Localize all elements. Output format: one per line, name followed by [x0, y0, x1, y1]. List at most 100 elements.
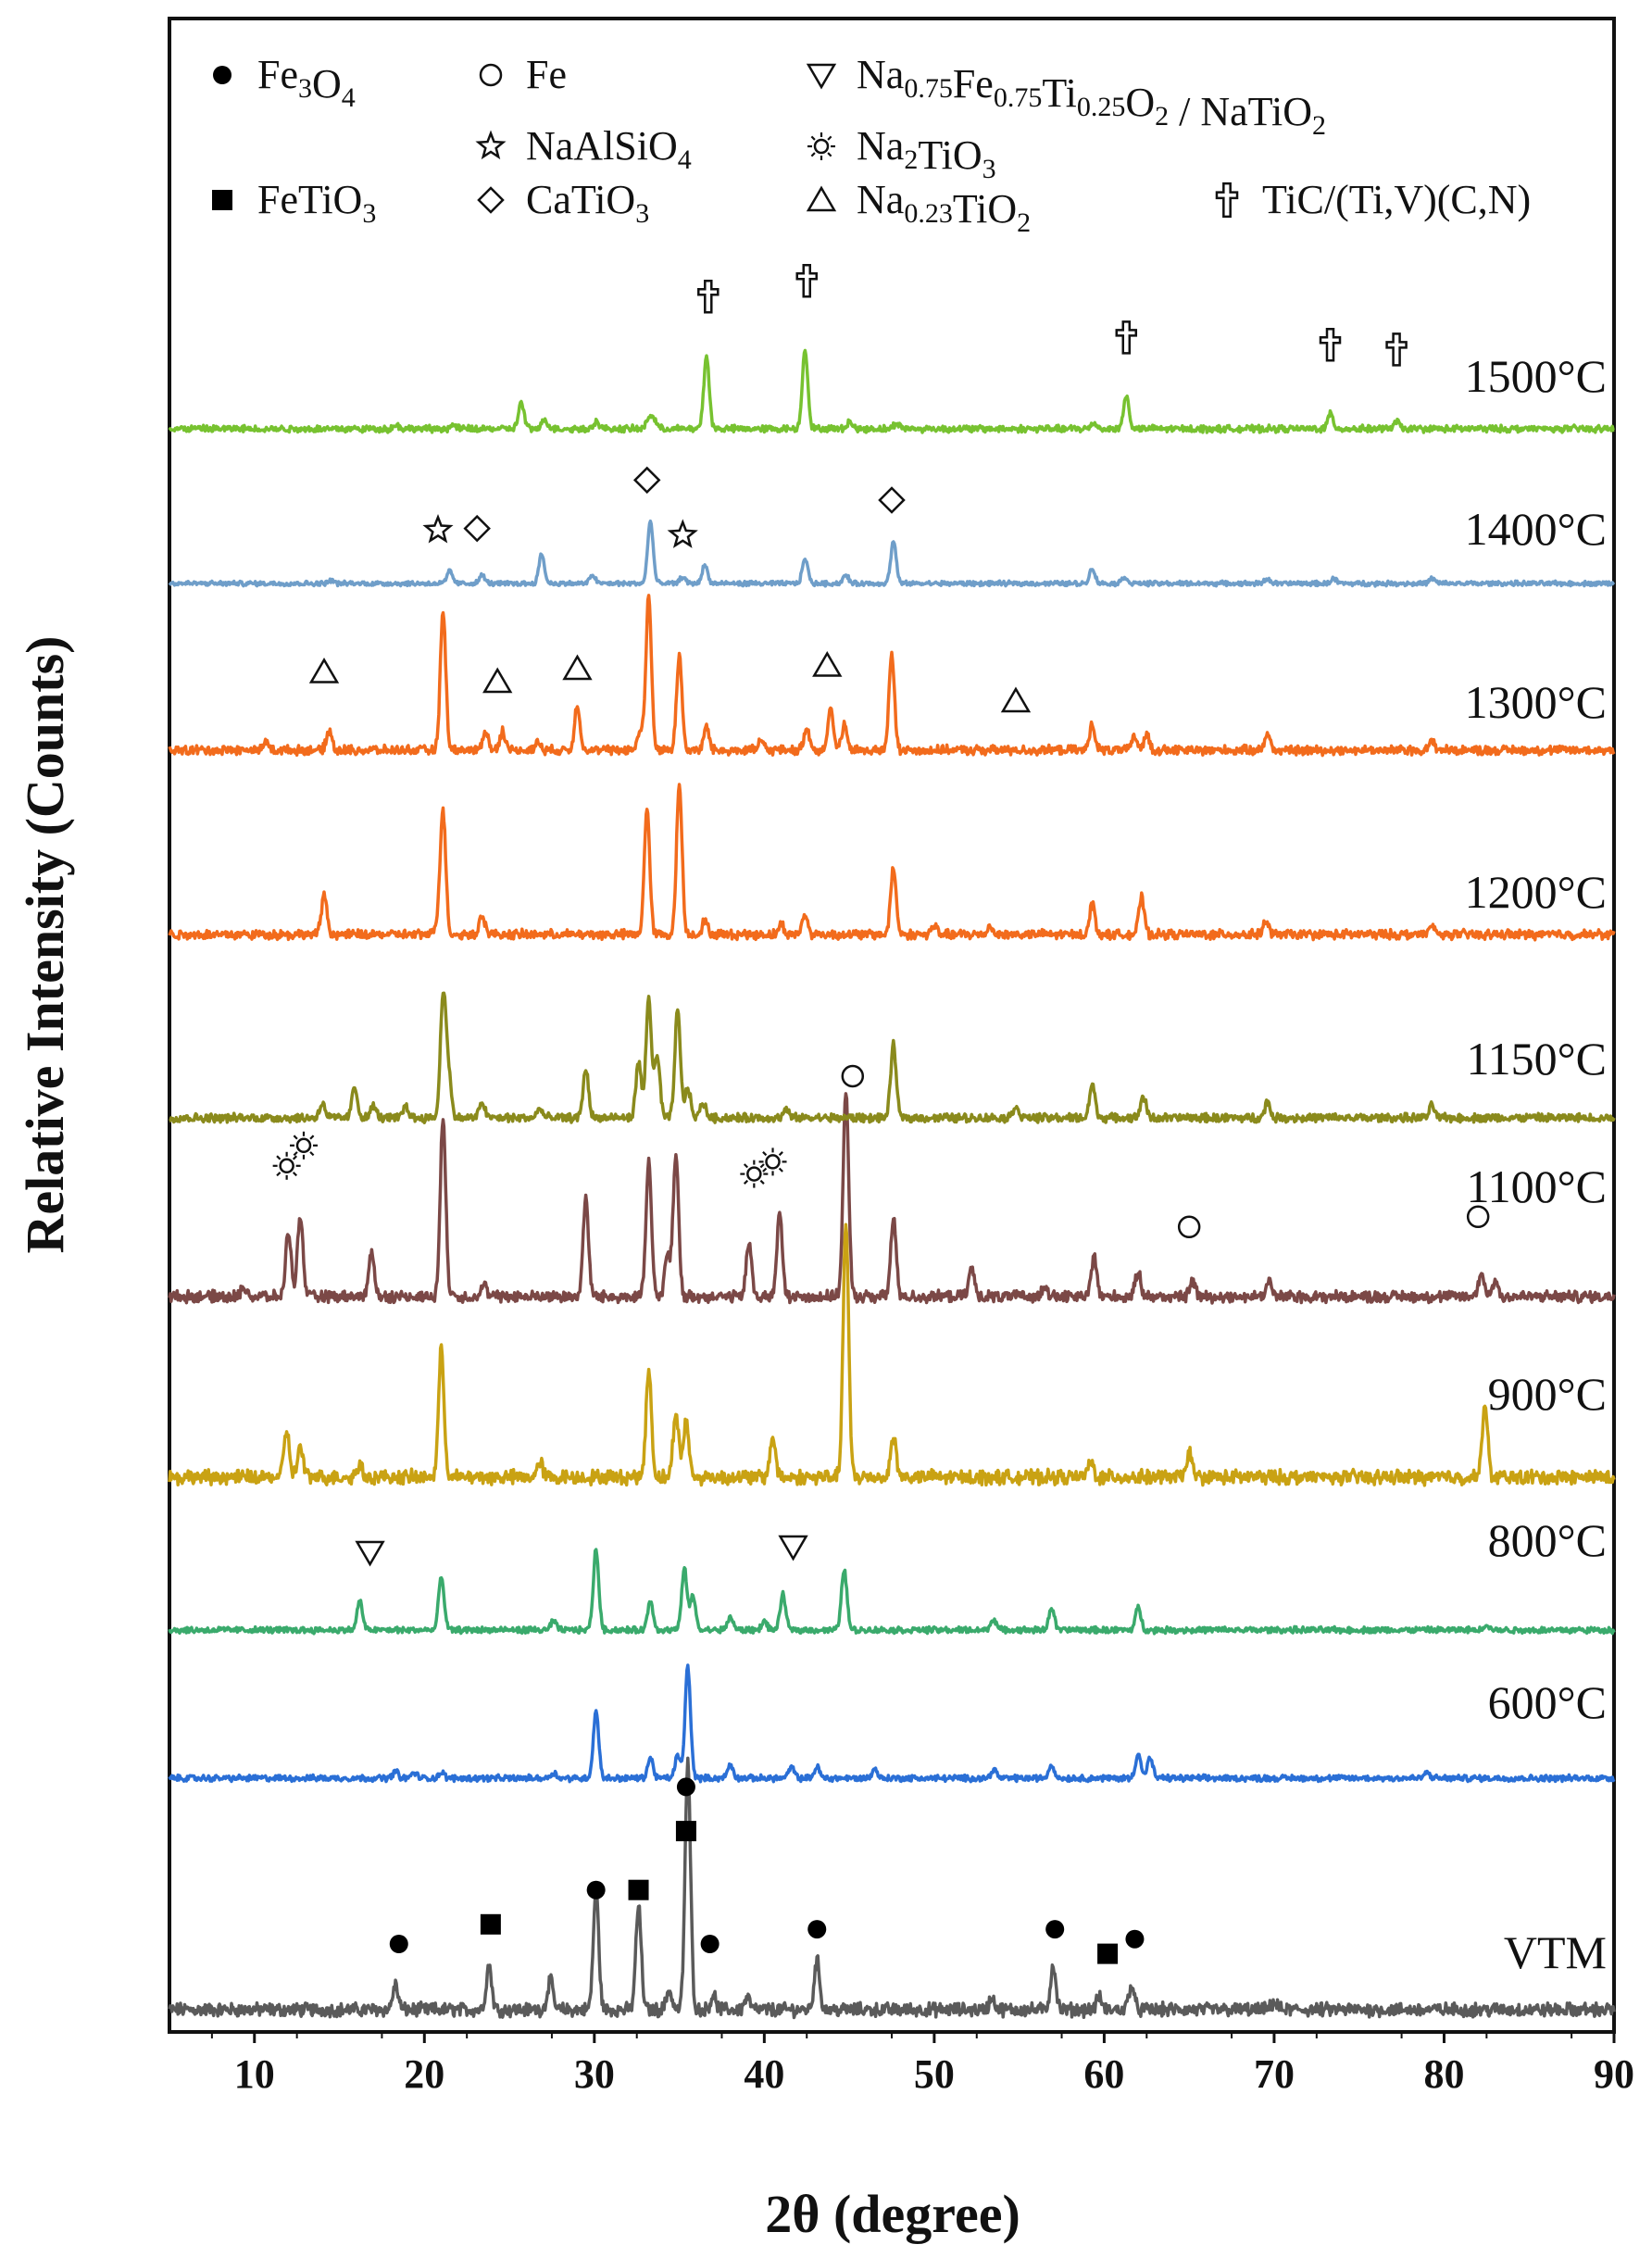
- legend-item: TiC/(Ti,V)(C,N): [1215, 177, 1531, 222]
- x-tick-label: 60: [1083, 2051, 1124, 2097]
- x-tick-label: 50: [914, 2051, 955, 2097]
- nafetio2-marker: [778, 1535, 808, 1561]
- x-tick-label: 10: [234, 2051, 275, 2097]
- series-line: [168, 1756, 1616, 2020]
- series-line: [168, 1548, 1616, 1636]
- fe3o4-marker: [213, 66, 232, 84]
- fetio3-marker: [675, 1821, 696, 1842]
- plot-frame: [168, 17, 1616, 2034]
- fe-marker: [479, 63, 503, 87]
- legend-label: Na0.23TiO2: [857, 177, 1031, 238]
- series-line: [168, 594, 1616, 758]
- catio3-marker: [632, 466, 661, 495]
- series-line: [168, 1663, 1616, 1784]
- na023tio2-marker: [1000, 686, 1032, 713]
- x-tick-label: 20: [404, 2051, 444, 2097]
- series-1150: 1150°C: [169, 991, 1616, 1124]
- series-label: 1500°C: [1465, 350, 1607, 402]
- naalsio4-marker: [667, 519, 698, 548]
- fe-marker: [1466, 1205, 1490, 1229]
- catio3-marker: [477, 186, 505, 214]
- series-1100: 1100°C: [168, 1064, 1616, 1305]
- series-VTM: VTM: [168, 1756, 1616, 2020]
- fe3o4-marker: [1045, 1920, 1065, 1939]
- series-1200: 1200°C: [168, 783, 1616, 942]
- catio3-marker: [878, 486, 906, 514]
- tic-marker: [1319, 327, 1342, 362]
- legend-label: Na2TiO3: [857, 123, 996, 184]
- x-tick-label: 30: [574, 2051, 615, 2097]
- legend-item: FeTiO3: [212, 177, 376, 229]
- series-1400: 1400°C: [168, 466, 1616, 588]
- fe3o4-marker: [586, 1880, 606, 1900]
- na023tio2-marker: [562, 654, 593, 681]
- legend-label: FeTiO3: [257, 177, 376, 229]
- y-axis-title: Relative Intensity (Counts): [15, 636, 75, 1254]
- series-900: 900°C: [168, 1223, 1616, 1487]
- series-600: 600°C: [168, 1663, 1616, 1784]
- na023tio2-marker: [812, 651, 843, 677]
- series-1500: 1500°C: [168, 264, 1615, 434]
- na2tio3-marker: [272, 1151, 301, 1180]
- na023tio2-marker: [806, 185, 837, 212]
- fe3o4-marker: [807, 1920, 827, 1939]
- fetio3-marker: [480, 1913, 501, 1935]
- nafetio2-marker: [806, 63, 837, 90]
- fetio3-marker: [212, 190, 232, 210]
- legend-item: CaTiO3: [477, 177, 649, 229]
- legend-item: Na0.75Fe0.75Ti0.25O2 / NaTiO2: [806, 52, 1326, 141]
- nafetio2-marker: [355, 1540, 385, 1567]
- fe-marker: [841, 1064, 865, 1088]
- na2tio3-marker: [289, 1131, 318, 1160]
- series-label: VTM: [1504, 1926, 1607, 1978]
- na2tio3-marker: [807, 132, 835, 160]
- legend-label: Na0.75Fe0.75Ti0.25O2 / NaTiO2: [857, 52, 1326, 141]
- fetio3-marker: [1097, 1943, 1119, 1964]
- na2tio3-marker: [758, 1147, 787, 1176]
- series-line: [169, 991, 1616, 1124]
- tic-marker: [1385, 332, 1408, 367]
- series-label: 600°C: [1488, 1676, 1607, 1728]
- naalsio4-marker: [475, 130, 507, 160]
- legend-item: Fe: [479, 52, 567, 97]
- legend-label: NaAlSiO4: [526, 123, 692, 175]
- legend-label: Fe3O4: [257, 52, 356, 113]
- na023tio2-marker: [482, 667, 513, 694]
- series-label: 1150°C: [1467, 1033, 1608, 1085]
- tic-marker: [1215, 182, 1239, 219]
- series-800: 800°C: [168, 1514, 1616, 1636]
- x-tick-label: 40: [744, 2051, 784, 2097]
- naalsio4-marker: [422, 513, 454, 544]
- legend-item: NaAlSiO4: [475, 123, 692, 175]
- series-line: [168, 519, 1616, 588]
- legend: Fe3O4 Fe Na0.75Fe0.75Ti0.25O2 / NaTiO2 NaAl…: [212, 52, 1531, 238]
- tic-marker: [697, 279, 720, 314]
- fe3o4-marker: [1125, 1929, 1145, 1949]
- legend-item: Na2TiO3: [807, 123, 996, 184]
- catio3-marker: [463, 514, 491, 543]
- legend-label: Fe: [526, 52, 567, 97]
- series-line: [168, 783, 1616, 942]
- x-tick-label: 90: [1594, 2051, 1634, 2097]
- legend-label: CaTiO3: [526, 177, 649, 229]
- fe3o4-marker: [700, 1935, 720, 1953]
- tic-marker: [1115, 320, 1138, 355]
- series-line: [168, 348, 1615, 434]
- series-1300: 1300°C: [168, 594, 1616, 758]
- x-tick-label: 70: [1254, 2051, 1295, 2097]
- fetio3-marker: [628, 1879, 649, 1900]
- tic-marker: [795, 264, 818, 298]
- series-label: 1300°C: [1465, 676, 1607, 728]
- na023tio2-marker: [308, 658, 340, 683]
- legend-label: TiC/(Ti,V)(C,N): [1262, 177, 1531, 222]
- fe3o4-marker: [389, 1935, 408, 1953]
- series-label: 1100°C: [1467, 1160, 1608, 1212]
- series-label: 1400°C: [1465, 503, 1607, 555]
- series-label: 800°C: [1488, 1514, 1607, 1566]
- x-axis: 10 20 30 40 50 60 70 80 90: [210, 2032, 1634, 2097]
- series-line: [168, 1223, 1616, 1487]
- legend-item: Na0.23TiO2: [806, 177, 1031, 238]
- x-axis-title: 2θ (degree): [765, 2184, 1020, 2244]
- series-label: 1200°C: [1465, 866, 1607, 918]
